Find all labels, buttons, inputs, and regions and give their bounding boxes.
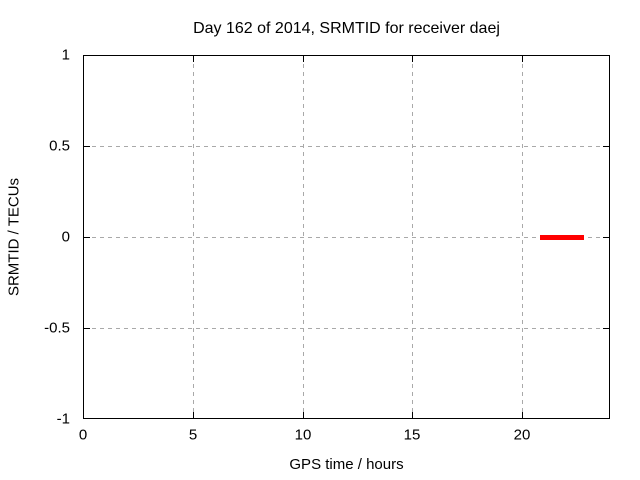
grid-line-horizontal xyxy=(84,328,609,329)
x-tick-label: 20 xyxy=(513,426,531,444)
data-series-segment xyxy=(540,235,584,240)
y-tick-mark-right xyxy=(603,328,609,329)
y-tick-label: 1 xyxy=(61,46,70,64)
y-tick-mark-right xyxy=(603,237,609,238)
x-tick-mark-top xyxy=(303,56,304,62)
y-tick-label: -1 xyxy=(56,410,70,428)
x-tick-label: 5 xyxy=(188,426,198,444)
y-tick-label: 0 xyxy=(61,228,70,246)
y-tick-mark-left xyxy=(84,146,90,147)
x-tick-mark-bottom xyxy=(193,412,194,418)
x-axis-label: GPS time / hours xyxy=(289,456,404,473)
grid-line-horizontal xyxy=(84,146,609,147)
x-tick-label: 0 xyxy=(78,426,88,444)
y-tick-mark-right xyxy=(603,146,609,147)
x-tick-mark-top xyxy=(522,56,523,62)
x-tick-label: 10 xyxy=(294,426,312,444)
y-tick-label: -0.5 xyxy=(44,319,70,337)
y-tick-mark-left xyxy=(84,237,90,238)
x-tick-mark-bottom xyxy=(303,412,304,418)
y-tick-label: 0.5 xyxy=(49,137,70,155)
x-tick-mark-bottom xyxy=(522,412,523,418)
plot-area xyxy=(83,55,610,419)
y-tick-mark-left xyxy=(84,328,90,329)
chart-title: Day 162 of 2014, SRMTID for receiver dae… xyxy=(193,20,500,37)
x-tick-mark-top xyxy=(412,56,413,62)
y-axis-label: SRMTID / TECUs xyxy=(5,177,23,297)
x-tick-label: 15 xyxy=(403,426,421,444)
x-tick-mark-top xyxy=(193,56,194,62)
grid-line-horizontal xyxy=(84,237,609,238)
x-tick-mark-bottom xyxy=(412,412,413,418)
